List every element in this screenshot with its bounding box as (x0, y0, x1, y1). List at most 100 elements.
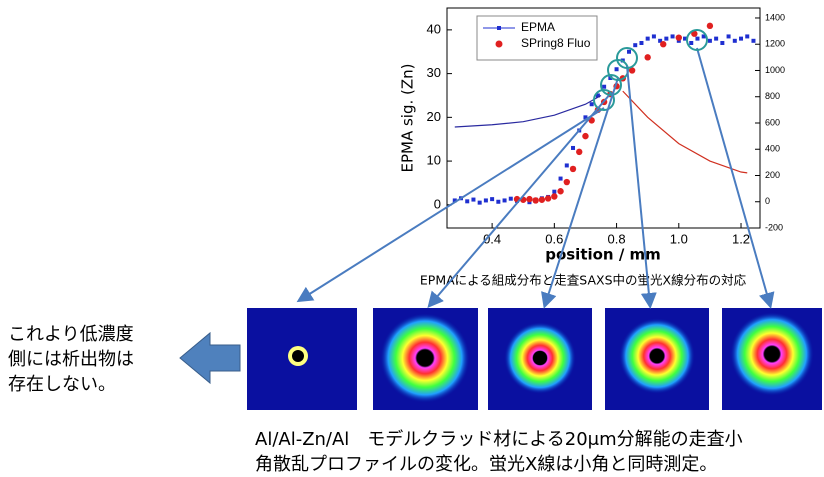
y-axis-label: EPMA sig. (Zn) (399, 63, 417, 172)
left-arrow (179, 331, 241, 385)
point (751, 38, 756, 43)
y-tick-label: 10 (427, 153, 441, 168)
x-tick-label: 1.2 (732, 231, 750, 246)
chart-caption: EPMAによる組成分布と走査SAXS中の蛍光X線分布の対応 (420, 273, 747, 288)
x-tick-label: 0.4 (483, 231, 501, 246)
y2-tick-label: 200 (765, 170, 780, 180)
point (714, 36, 719, 41)
point (471, 197, 476, 202)
y2-tick-label: 600 (765, 117, 780, 127)
point (564, 163, 569, 168)
point (732, 38, 737, 43)
y-tick-label: 0 (434, 196, 441, 211)
point (502, 198, 507, 203)
highlight-circle (686, 29, 708, 51)
point (552, 189, 557, 194)
point (496, 199, 501, 204)
point (664, 36, 669, 41)
point (483, 198, 488, 203)
y2-tick-label: 0 (765, 196, 770, 206)
point (465, 199, 470, 204)
point (695, 36, 700, 41)
point (683, 36, 688, 41)
point (551, 193, 558, 200)
highlight-circle (616, 47, 638, 69)
point (726, 34, 731, 39)
point (691, 30, 698, 37)
caption: Al/Al-Zn/Al モデルクラッド材による20μm分解能の走査小 (255, 429, 743, 450)
point (608, 75, 613, 80)
curve (622, 90, 748, 174)
pointer-arrow (427, 92, 612, 309)
point (452, 198, 457, 203)
point (583, 115, 588, 120)
x-axis-label: position / mm (545, 246, 661, 264)
point (532, 197, 539, 204)
highlight-circle (593, 89, 615, 111)
pointer-arrow (626, 65, 657, 309)
point (576, 148, 583, 156)
point (660, 41, 667, 48)
point (614, 67, 619, 72)
y2-tick-label: -200 (765, 222, 783, 232)
legend-marker (495, 40, 503, 48)
point (569, 165, 577, 173)
side-note: これより低濃度 (8, 324, 134, 345)
side-note: 側には析出物は (8, 349, 134, 370)
point (477, 200, 482, 205)
point (595, 93, 600, 98)
point (526, 195, 533, 203)
point (490, 197, 495, 202)
point (745, 34, 750, 39)
scattering-images (247, 308, 822, 410)
point (544, 195, 552, 202)
x-tick-label: 1.0 (670, 231, 688, 246)
point (658, 38, 663, 43)
point (675, 34, 682, 41)
y-tick-label: 20 (427, 109, 441, 124)
point (645, 36, 650, 41)
pointer-arrow (296, 107, 605, 303)
y2-tick-label: 1400 (765, 12, 785, 22)
point (689, 40, 694, 45)
point (739, 36, 744, 41)
highlight-circle (600, 74, 622, 96)
y-tick-label: 30 (427, 65, 441, 80)
y2-tick-label: 400 (765, 144, 780, 154)
y2-tick-label: 800 (765, 91, 780, 101)
side-note: 存在しない。 (8, 374, 116, 395)
point (633, 43, 638, 48)
x-tick-label: 0.8 (608, 231, 626, 246)
point (706, 22, 714, 30)
point (670, 34, 675, 39)
point (720, 40, 725, 45)
point (508, 196, 513, 201)
point (589, 102, 594, 107)
y2-tick-label: 1200 (765, 39, 785, 49)
pointer-arrow (541, 77, 619, 309)
plot-frame (446, 7, 761, 229)
y2-tick-label: 1000 (765, 65, 785, 75)
legend-box (476, 15, 598, 61)
point (602, 84, 607, 89)
caption: 角散乱プロファイルの変化。蛍光X線は小角と同時測定。 (255, 454, 717, 475)
pointer-arrow (696, 47, 775, 309)
point (571, 145, 576, 150)
point (558, 176, 563, 181)
x-tick-label: 0.6 (545, 231, 563, 246)
point (557, 188, 564, 195)
y-tick-label: 40 (427, 21, 441, 36)
point (538, 196, 546, 203)
point (582, 132, 589, 140)
point (628, 67, 636, 74)
point (627, 49, 632, 54)
legend-marker (497, 26, 501, 30)
point (651, 34, 656, 39)
legend-label: SPring8 Fluo (521, 36, 591, 50)
point (563, 178, 570, 186)
curve (454, 94, 602, 128)
point (707, 38, 712, 43)
point (701, 34, 706, 39)
point (639, 40, 644, 45)
